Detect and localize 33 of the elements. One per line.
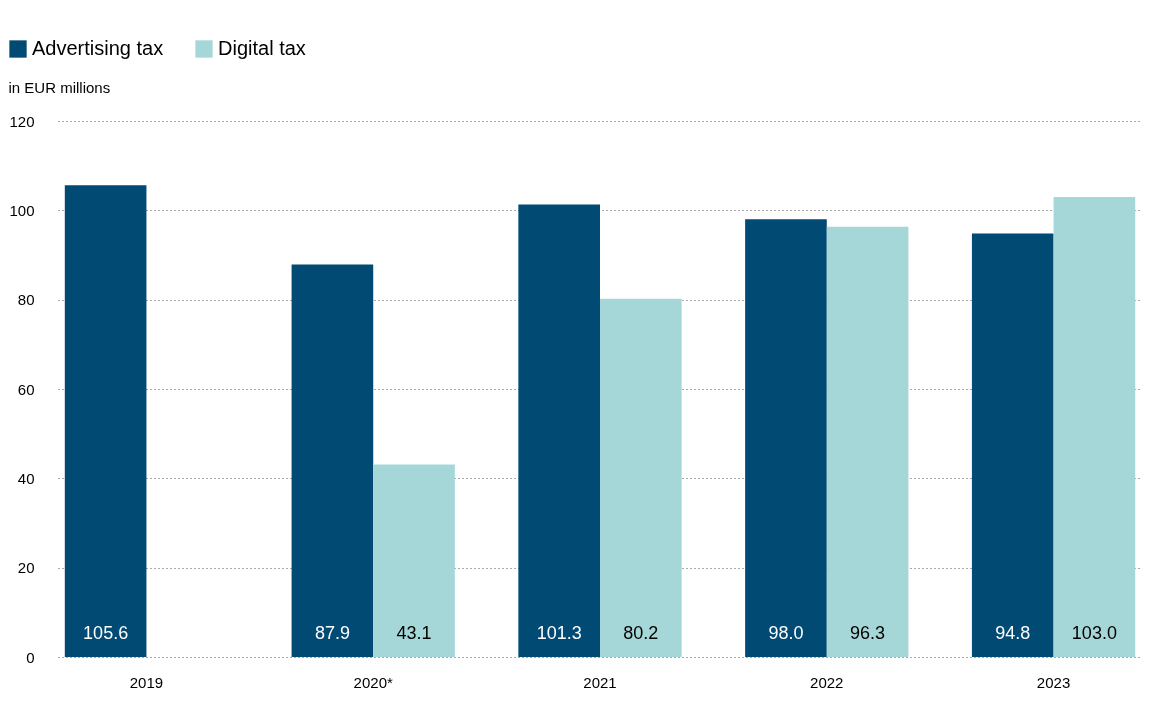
x-tick-label: 2019 [129, 673, 164, 691]
y-axis-title: in EUR millions [8, 78, 111, 96]
x-tick-label: 2022 [810, 673, 844, 691]
y-tick-label: 120 [9, 112, 35, 130]
data-label: 94.8 [995, 623, 1031, 643]
y-tick-label: 80 [17, 291, 35, 309]
bar [518, 204, 600, 657]
y-tick-label: 0 [26, 648, 35, 666]
bar [373, 464, 455, 657]
y-tick-label: 20 [17, 559, 35, 577]
y-tick-label: 60 [17, 380, 35, 398]
bar [291, 264, 374, 657]
bar [971, 233, 1054, 657]
bar [745, 219, 827, 657]
bar [826, 226, 909, 657]
bar [64, 185, 147, 657]
data-label: 80.2 [623, 623, 659, 643]
x-tick-label: 2020* [353, 673, 393, 691]
x-tick-label: 2023 [1036, 673, 1071, 691]
data-label: 87.9 [314, 623, 350, 643]
data-label: 96.3 [850, 623, 886, 643]
legend-label: Digital tax [218, 37, 306, 59]
bar [600, 298, 682, 657]
data-label: 101.3 [536, 623, 582, 643]
data-label: 98.0 [768, 623, 804, 643]
data-label: 43.1 [396, 623, 432, 643]
y-tick-label: 100 [9, 201, 35, 219]
data-label: 105.6 [83, 623, 129, 643]
x-tick-label: 2021 [583, 673, 617, 691]
data-label: 103.0 [1071, 623, 1117, 643]
bar [1053, 196, 1136, 657]
y-tick-label: 40 [17, 469, 35, 487]
legend-label: Advertising tax [32, 37, 164, 59]
